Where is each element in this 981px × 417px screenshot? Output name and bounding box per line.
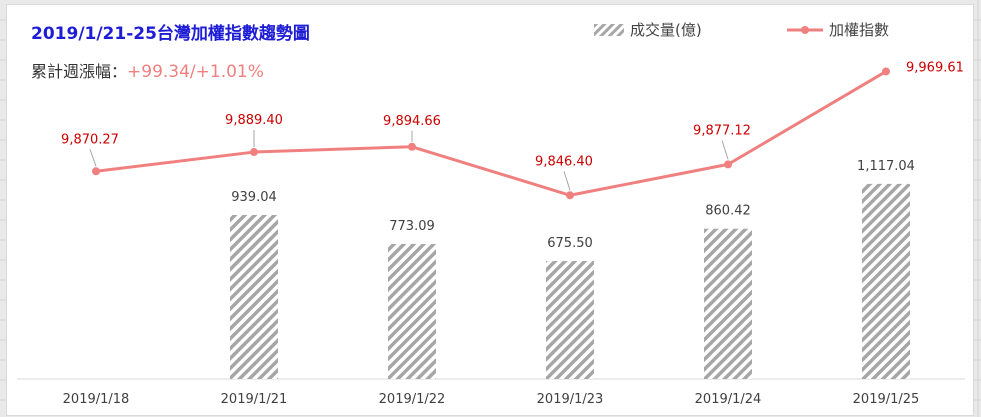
weekly-change-label: 累計週漲幅： — [31, 62, 128, 81]
x-tick-label: 2019/1/25 — [853, 392, 920, 407]
volume-bar-label: 773.09 — [389, 219, 435, 234]
x-tick-label: 2019/1/24 — [695, 392, 762, 407]
index-point[interactable] — [408, 142, 416, 151]
chart-title: 2019/1/21-25台灣加權指數趨勢圖 — [31, 24, 310, 44]
volume-bar-label: 1,117.04 — [857, 159, 915, 174]
volume-bar[interactable] — [230, 214, 278, 379]
index-value-label: 9,969.61 — [906, 60, 964, 75]
volume-bar[interactable] — [862, 183, 910, 379]
volume-bar[interactable] — [704, 228, 752, 379]
chart-area[interactable]: 2019/1/21-25台灣加權指數趨勢圖 累計週漲幅：+99.34/+1.01… — [6, 4, 974, 416]
legend-index-swatch — [787, 25, 823, 34]
x-tick-label: 2019/1/23 — [537, 392, 604, 407]
leader-line — [89, 149, 97, 167]
index-line — [95, 70, 887, 197]
index-point[interactable] — [92, 167, 100, 176]
volume-bar-label: 675.50 — [547, 236, 593, 251]
index-value-label: 9,889.40 — [225, 113, 283, 128]
volume-bar[interactable] — [388, 243, 436, 379]
index-point[interactable] — [566, 191, 574, 200]
x-tick-label: 2019/1/21 — [221, 392, 288, 407]
plot-area: 939.04 773.09 675.50 860.42 1,117.04 9,870.2… — [17, 60, 965, 407]
index-value-label: 9,877.12 — [693, 123, 751, 138]
x-tick-label: 2019/1/18 — [63, 392, 130, 407]
index-point[interactable] — [724, 160, 732, 169]
index-point[interactable] — [250, 148, 258, 157]
legend-volume: 成交量(億) — [594, 19, 702, 40]
legend-index: 加權指數 — [787, 19, 889, 40]
leader-line — [563, 171, 571, 191]
legend-volume-swatch — [594, 23, 624, 36]
leader-line — [721, 140, 729, 160]
volume-bar[interactable] — [546, 261, 594, 379]
index-value-label: 9,894.66 — [383, 114, 441, 129]
legend-index-label: 加權指數 — [829, 21, 890, 39]
index-value-label: 9,870.27 — [61, 132, 119, 147]
weekly-change: 累計週漲幅：+99.34/+1.01% — [31, 58, 264, 82]
legend-volume-label: 成交量(億) — [630, 21, 702, 39]
volume-bar-label: 860.42 — [705, 204, 751, 219]
volume-bar-label: 939.04 — [231, 190, 277, 205]
x-tick-label: 2019/1/22 — [379, 392, 446, 407]
index-value-label: 9,846.40 — [535, 154, 593, 169]
index-point[interactable] — [882, 67, 890, 76]
weekly-change-value: +99.34/+1.01% — [127, 62, 264, 82]
